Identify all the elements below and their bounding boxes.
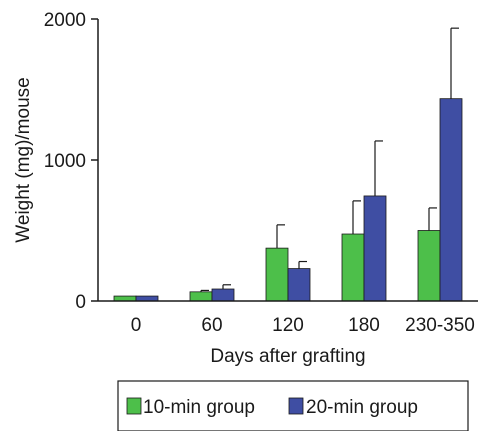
error-bar-10-min-60 <box>200 289 209 292</box>
error-bar-20-min-60 <box>222 284 231 290</box>
x-ticks: 0 60 120 180 230-350 <box>131 315 475 336</box>
legend-label-10-min: 10-min group <box>143 397 255 418</box>
y-tick-label: 2000 <box>44 10 86 31</box>
bar-20-min-60 <box>211 288 235 302</box>
bar-10-min-60 <box>189 291 213 302</box>
error-bar-20-min-180 <box>374 140 383 196</box>
x-tick-label: 120 <box>272 315 304 336</box>
x-tick-label: 180 <box>348 315 380 336</box>
bar-10-min-230-350 <box>417 230 441 302</box>
error-bars-layer <box>200 27 459 292</box>
bar-10-min-120 <box>265 247 289 302</box>
y-tick-label: 0 <box>75 292 86 313</box>
x-tick-label: 60 <box>201 315 222 336</box>
bars-layer <box>113 98 463 302</box>
error-bar-10-min-230-350 <box>428 207 437 231</box>
bar-10-min-180 <box>341 233 365 302</box>
y-axis-title: Weight (mg)/mouse <box>13 77 34 242</box>
legend: 10-min group 20-min group <box>117 380 469 431</box>
bar-20-min-230-350 <box>439 98 463 302</box>
x-tick-label: 0 <box>131 315 142 336</box>
error-bar-20-min-120 <box>298 260 307 269</box>
error-bar-10-min-180 <box>352 200 361 235</box>
bar-20-min-180 <box>363 195 387 302</box>
legend-label-20-min: 20-min group <box>306 397 418 418</box>
x-axis-title: Days after grafting <box>210 346 365 367</box>
y-tick-label: 1000 <box>44 151 86 172</box>
error-bar-10-min-120 <box>276 224 285 249</box>
y-ticks: 0 1000 2000 <box>44 10 98 313</box>
error-bar-20-min-230-350 <box>450 27 459 99</box>
legend-swatch-20-min <box>288 397 304 415</box>
legend-swatch-10-min <box>126 397 142 415</box>
bar-20-min-120 <box>287 268 311 302</box>
x-tick-label: 230-350 <box>405 315 475 336</box>
